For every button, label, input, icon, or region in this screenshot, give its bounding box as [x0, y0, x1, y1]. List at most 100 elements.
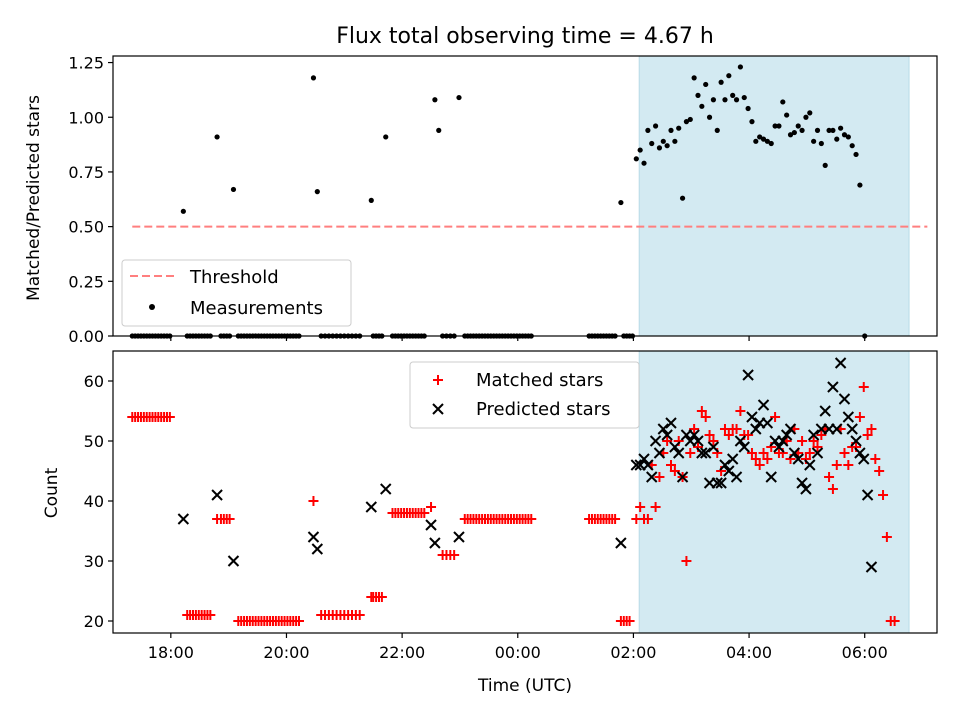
measurements-point: [641, 160, 647, 166]
predicted-stars-point: [750, 423, 762, 435]
predicted-stars-point: [780, 429, 793, 441]
measurements-point: [749, 119, 755, 125]
measurements-point: [814, 127, 821, 133]
measurements-point: [679, 195, 686, 201]
count-y-tick-label: 50: [84, 432, 104, 451]
matched-stars-point: [376, 592, 387, 602]
measurements-point: [703, 81, 709, 88]
predicted-stars-point: [673, 447, 685, 459]
predicted-stars-point: [765, 471, 777, 483]
matched-stars-point: [754, 460, 765, 470]
predicted-stars-point: [646, 471, 658, 483]
count-axes-frame: [112, 350, 938, 634]
matched-stars-point: [426, 502, 437, 512]
matched-stars-point: [746, 448, 757, 458]
measurements-point: [795, 123, 801, 129]
matched-stars-point: [839, 448, 850, 458]
measurements-point: [818, 140, 824, 147]
measurements-point: [656, 145, 663, 151]
measurements-point: [726, 73, 732, 79]
predicted-stars-point: [730, 471, 743, 483]
count-legend: Matched stars Predicted stars: [409, 361, 640, 429]
measurements-legend-swatch: [149, 304, 155, 310]
measurements-point: [838, 125, 844, 131]
predicted-stars-point: [638, 453, 650, 465]
measurements-point: [722, 97, 728, 103]
x-tick-label: 20:00: [263, 643, 309, 662]
predicted-stars-point: [742, 369, 754, 381]
measurements-point: [637, 147, 643, 153]
measurements-point: [772, 123, 778, 129]
measurements-point: [633, 156, 639, 162]
predicted-stars-point: [831, 423, 843, 435]
matched-stars-point: [804, 448, 815, 458]
measurements-point: [799, 127, 805, 133]
threshold-legend-label: Threshold: [189, 267, 279, 288]
predicted-stars-point: [692, 435, 704, 447]
predicted-stars-point: [854, 447, 866, 459]
predicted-stars-point: [842, 411, 855, 423]
measurements-point: [436, 127, 442, 133]
measurements-point: [791, 129, 797, 136]
predicted-stars-point: [858, 453, 870, 465]
matched-stars-point: [308, 496, 319, 506]
matched-stars-point: [735, 406, 746, 416]
predicted-stars-point: [699, 447, 712, 459]
matched-stars-point: [723, 430, 734, 440]
ratio-axes-frame: [112, 55, 938, 337]
predicted-stars-point: [800, 483, 812, 495]
predicted-stars-point: [734, 435, 747, 447]
predicted-stars-point: [429, 537, 441, 549]
predicted-stars-point: [642, 459, 654, 471]
measurements-point: [730, 92, 736, 98]
matched-stars-point: [762, 454, 773, 464]
ratio-y-tick-label: 0.75: [68, 163, 104, 182]
matched-stars-point: [449, 550, 460, 560]
matched-stars-point: [797, 436, 808, 446]
measurements-point: [368, 197, 374, 203]
matched-stars-point: [827, 484, 838, 494]
predicted-stars-point: [819, 405, 831, 417]
predicted-stars-point: [807, 429, 820, 441]
matched-stars-point: [419, 508, 430, 518]
matched-stars-point: [831, 460, 842, 470]
measurements-point: [652, 123, 659, 129]
predicted-stars-point: [657, 423, 670, 435]
measurements-point: [649, 140, 655, 147]
measurements-point: [691, 75, 697, 81]
matched-stars-point: [354, 610, 365, 620]
matched-stars-point: [642, 514, 653, 524]
x-tick-label: 22:00: [379, 643, 425, 662]
predicted-stars-point: [715, 477, 727, 489]
matched-stars-point: [858, 382, 869, 392]
matched-stars-point: [696, 406, 707, 416]
measurements-legend-label: Measurements: [190, 298, 323, 319]
measurements-point: [310, 75, 317, 81]
matched-stars-point: [662, 436, 673, 446]
measurements-point: [784, 112, 790, 118]
chart-title: Flux total observing time = 4.67 h: [336, 24, 714, 49]
measurements-point: [664, 143, 670, 149]
count-y-tick-label: 60: [84, 372, 104, 391]
predicted-legend-label: Predicted stars: [476, 399, 610, 420]
predicted-stars-point: [788, 447, 801, 459]
predicted-stars-point: [757, 399, 770, 411]
ratio-y-tick-label: 0.50: [68, 218, 104, 237]
measurements-point: [676, 125, 682, 131]
measurements-point: [706, 114, 713, 120]
measurements-point: [822, 162, 828, 168]
matched-stars-point: [669, 466, 680, 476]
measurements-point: [718, 79, 724, 85]
matched-stars-point: [700, 412, 711, 422]
predicted-stars-point: [804, 459, 816, 471]
measurements-point: [710, 97, 717, 103]
matched-stars-point: [685, 448, 696, 458]
matched-stars-point: [704, 430, 715, 440]
matched-stars-point: [843, 460, 854, 470]
ratio-panel: 0.00 0.25 0.50 0.75 1.00 1.25 Threshold Measu…: [24, 54, 938, 346]
measurements-point: [645, 127, 651, 133]
measurements-point: [760, 136, 767, 142]
measurements-point: [753, 138, 759, 144]
ratio-observing-window: [638, 55, 910, 337]
matched-stars-point: [624, 616, 635, 626]
